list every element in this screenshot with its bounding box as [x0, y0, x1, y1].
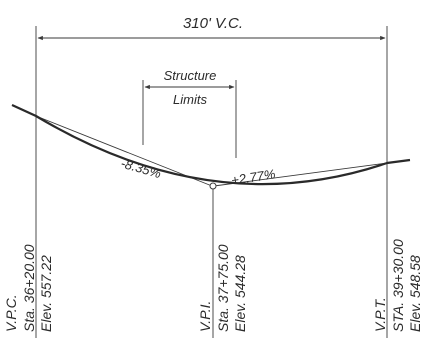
vpc-station: Sta. 36+20.00 [21, 244, 37, 332]
vpt-label-group: V.P.T. STA. 39+30.00 Elev. 548.58 [372, 239, 423, 332]
vpi-station: Sta. 37+75.00 [215, 244, 231, 332]
vpc-name: V.P.C. [3, 294, 19, 332]
grade-right-label: +2.77% [230, 166, 276, 188]
curve-length-label: 310' V.C. [183, 15, 243, 32]
vpc-elevation: Elev. 557.22 [38, 255, 54, 332]
forward-tangent-line [213, 162, 388, 187]
back-tangent-line [35, 115, 213, 187]
vpi-label-group: V.P.I. Sta. 37+75.00 Elev. 544.28 [197, 244, 248, 332]
vpc-label-group: V.P.C. Sta. 36+20.00 Elev. 557.22 [3, 244, 54, 332]
vertical-curve [11, 104, 411, 186]
vpi-point [209, 182, 217, 190]
vpi-name: V.P.I. [197, 301, 213, 332]
vpi-elevation: Elev. 544.28 [232, 255, 248, 332]
limits-label: Limits [173, 92, 207, 107]
structure-label: Structure [164, 68, 217, 83]
grade-left-label: -8.35% [119, 155, 163, 181]
vpt-name: V.P.T. [372, 297, 388, 332]
vpt-station: STA. 39+30.00 [390, 239, 406, 332]
vpt-elevation: Elev. 548.58 [407, 255, 423, 332]
